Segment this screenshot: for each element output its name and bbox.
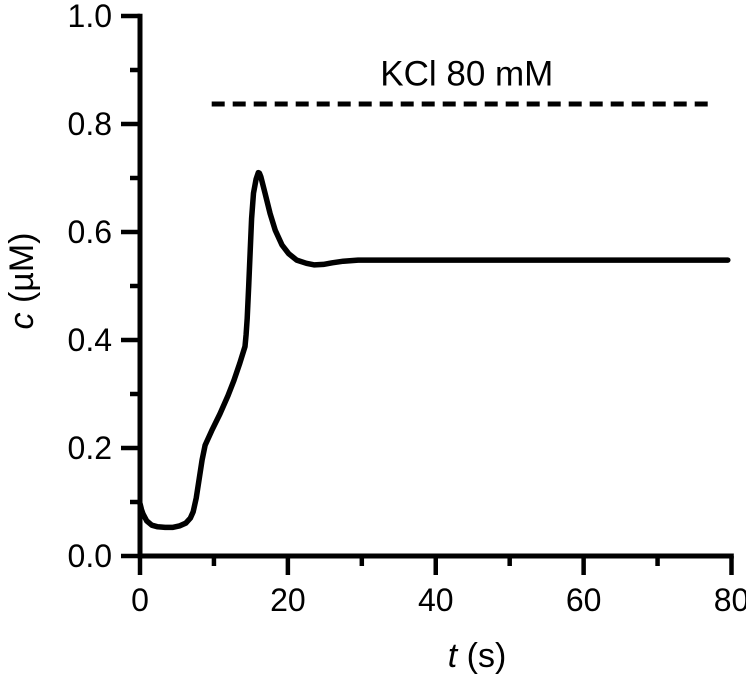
y-tick-label: 0.2 bbox=[68, 430, 112, 466]
y-tick-label: 0.0 bbox=[68, 538, 112, 574]
y-tick-label: 0.4 bbox=[68, 322, 112, 358]
y-tick-label: 0.8 bbox=[68, 106, 112, 142]
x-tick-label: 60 bbox=[566, 582, 602, 618]
kcl-annotation-label: KCl 80 mM bbox=[380, 55, 553, 94]
y-tick-label: 0.6 bbox=[68, 214, 112, 250]
x-tick-label: 80 bbox=[714, 582, 746, 618]
y-tick-label: 1.0 bbox=[68, 0, 112, 34]
x-axis-title: t (s) bbox=[448, 637, 507, 675]
x-tick-label: 20 bbox=[270, 582, 306, 618]
y-axis-title: c (µM) bbox=[3, 232, 41, 329]
solid-response-curve bbox=[137, 169, 731, 531]
x-tick-label: 40 bbox=[418, 582, 454, 618]
x-tick-label: 0 bbox=[131, 582, 149, 618]
